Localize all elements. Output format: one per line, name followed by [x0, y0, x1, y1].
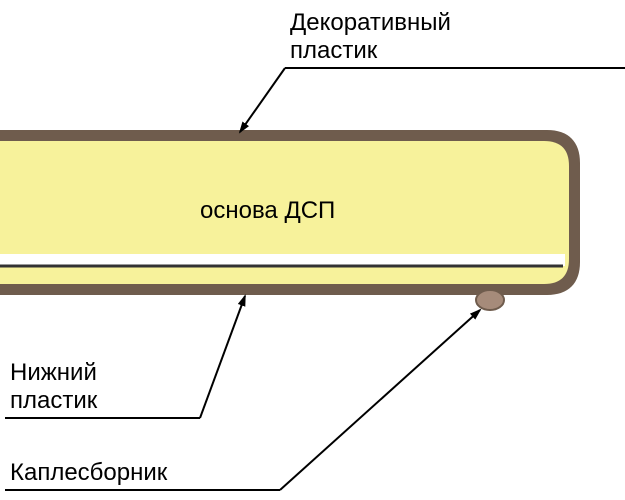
leader-top	[240, 68, 285, 132]
leader-drip	[280, 310, 480, 490]
leader-bottom-plastic	[200, 296, 245, 418]
label-bottom-plastic-line2: пластик	[10, 387, 98, 414]
label-bottom-plastic-line1: Нижний	[10, 359, 97, 386]
label-decorative-plastic-line1: Декоративный	[290, 9, 451, 36]
label-drip-collector: Каплесборник	[10, 459, 168, 486]
drip-collector	[476, 290, 504, 310]
label-dsp-core: основа ДСП	[200, 197, 335, 224]
diagram-canvas: Декоративный пластик основа ДСП Нижний п…	[0, 0, 625, 500]
label-decorative-plastic-line2: пластик	[290, 37, 378, 64]
